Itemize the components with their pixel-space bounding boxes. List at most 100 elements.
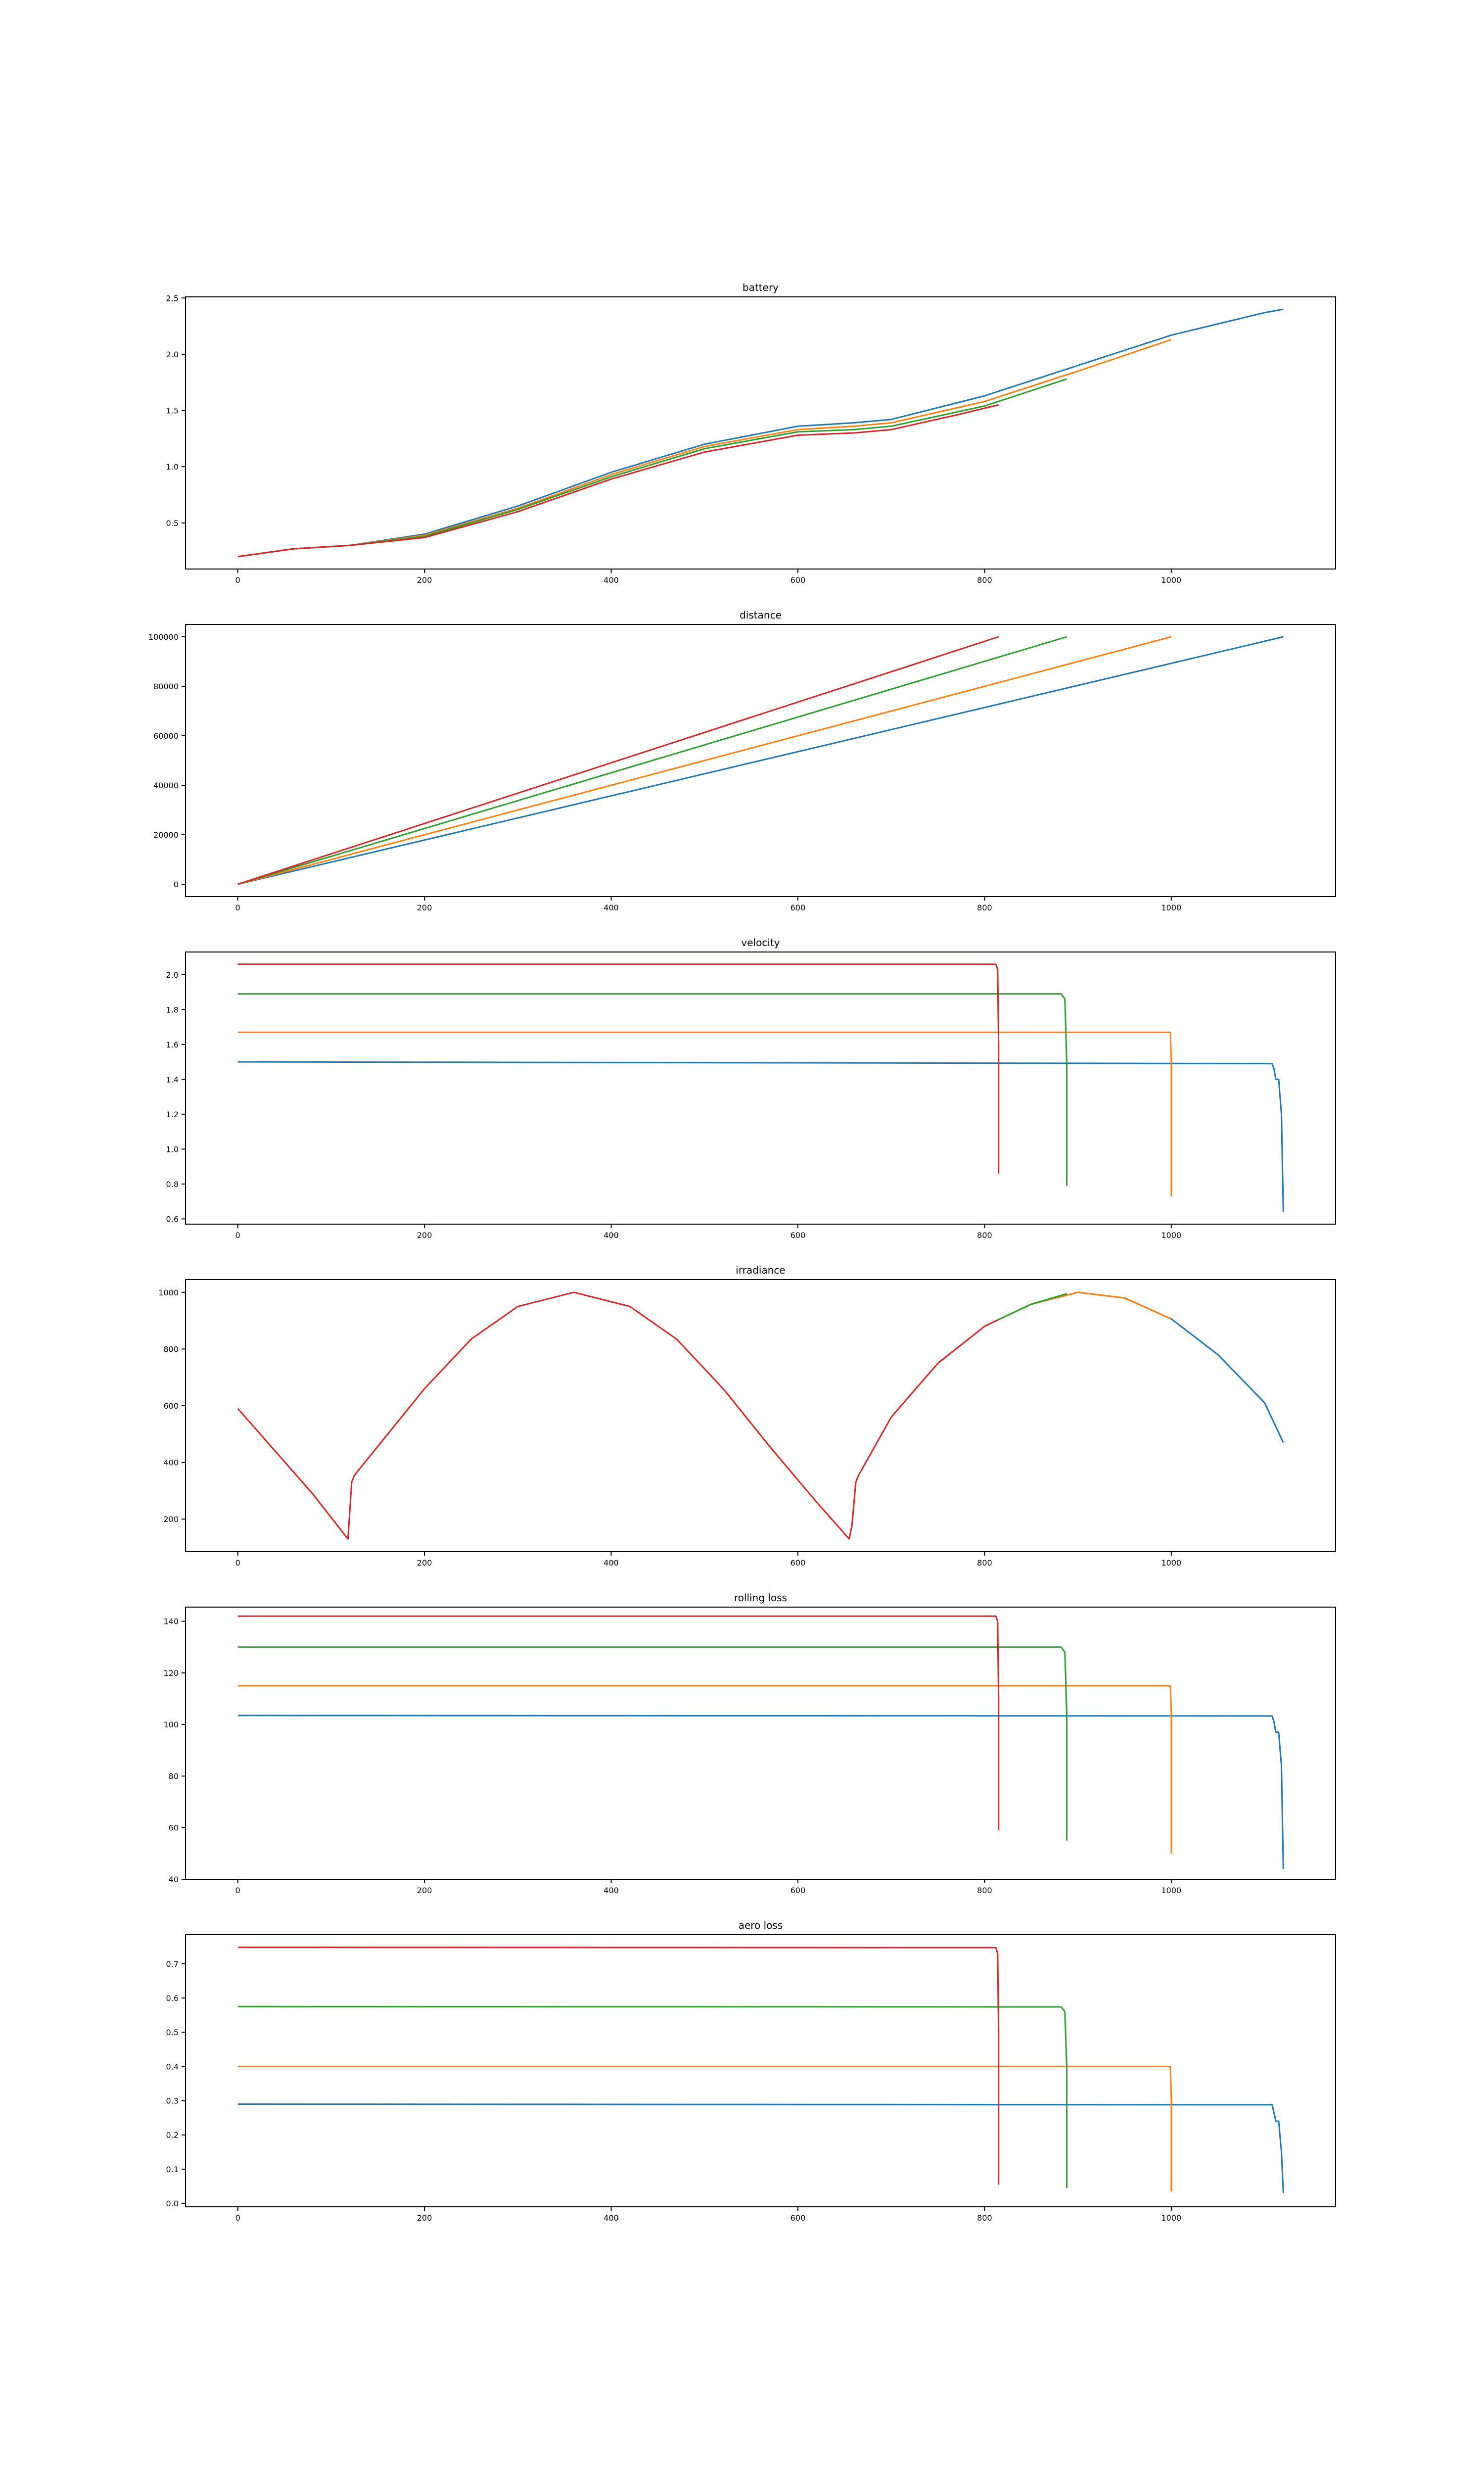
y-tick-label-rolling-loss-5: 140 (163, 1617, 179, 1626)
y-tick-label-aero-loss-1: 0.1 (166, 2165, 179, 2174)
series-line-aero-loss-0 (237, 2103, 1284, 2193)
x-tick-label-rolling-loss-0: 0 (235, 1886, 240, 1895)
series-group-distance (237, 636, 1284, 885)
x-tick-label-irradiance-5: 1000 (1161, 1558, 1181, 1568)
axes-frame-distance (185, 624, 1336, 897)
y-tick-label-distance-4: 80000 (153, 682, 179, 691)
subplot-irradiance: irradiance 0 200 400 600 800 1000 200 400 600 800 1… (158, 1264, 1336, 1568)
y-tick-label-irradiance-4: 1000 (158, 1288, 179, 1297)
subplot-velocity: velocity 0 200 400 600 800 1000 0.6 0.8 1.0 1.2 1.4… (166, 937, 1336, 1240)
y-tick-label-aero-loss-3: 0.3 (166, 2096, 179, 2106)
x-tick-label-velocity-2: 400 (603, 1231, 619, 1240)
y-tick-label-rolling-loss-4: 120 (163, 1668, 179, 1678)
y-tick-label-aero-loss-7: 0.7 (166, 1959, 179, 1969)
series-line-distance-2 (237, 636, 1067, 885)
subplot-rolling-loss: rolling loss 0 200 400 600 800 1000 40 60 80 100 12… (163, 1592, 1336, 1895)
series-group-rolling-loss (237, 1615, 1284, 1869)
y-tick-label-rolling-loss-0: 40 (169, 1875, 179, 1884)
x-tick-label-rolling-loss-2: 400 (603, 1886, 619, 1895)
x-tick-label-irradiance-0: 0 (235, 1558, 240, 1568)
x-tick-label-aero-loss-1: 200 (417, 2213, 432, 2223)
series-group-velocity (237, 963, 1284, 1212)
x-tick-label-aero-loss-5: 1000 (1161, 2213, 1181, 2223)
y-tick-label-rolling-loss-1: 60 (169, 1823, 179, 1833)
y-tick-label-velocity-6: 1.8 (166, 1005, 179, 1014)
x-tick-label-battery-3: 600 (790, 575, 806, 585)
y-tick-label-battery-4: 2.5 (166, 293, 179, 303)
series-line-velocity-2 (237, 993, 1067, 1186)
y-tick-label-distance-1: 20000 (153, 830, 179, 840)
series-line-aero-loss-2 (237, 2005, 1067, 2188)
series-line-velocity-3 (237, 963, 1000, 1174)
series-group-aero-loss (237, 1947, 1284, 2193)
x-tick-label-velocity-1: 200 (417, 1231, 432, 1240)
y-tick-label-battery-2: 1.5 (166, 406, 179, 416)
y-tick-label-aero-loss-0: 0.0 (166, 2199, 179, 2208)
y-tick-label-velocity-5: 1.6 (166, 1040, 179, 1049)
x-tick-label-velocity-4: 800 (977, 1231, 992, 1240)
x-tick-label-aero-loss-3: 600 (790, 2213, 806, 2223)
series-line-distance-3 (237, 636, 999, 885)
x-tick-label-irradiance-2: 400 (603, 1558, 619, 1568)
subplot-title-rolling-loss: rolling loss (734, 1592, 787, 1604)
x-tick-label-velocity-5: 1000 (1161, 1231, 1181, 1240)
y-tick-label-aero-loss-2: 0.2 (166, 2131, 179, 2140)
y-tick-label-distance-0: 0 (174, 880, 179, 889)
axes-frame-rolling-loss (185, 1607, 1336, 1880)
x-tick-label-rolling-loss-5: 1000 (1161, 1886, 1181, 1895)
subplot-title-irradiance: irradiance (736, 1264, 785, 1276)
axes-frame-velocity (185, 952, 1336, 1225)
y-tick-label-velocity-1: 0.8 (166, 1180, 179, 1189)
x-tick-label-battery-2: 400 (603, 575, 619, 585)
y-tick-label-velocity-2: 1.0 (166, 1144, 179, 1154)
series-line-rolling-loss-3 (237, 1615, 1000, 1830)
x-tick-label-battery-0: 0 (235, 575, 240, 585)
y-tick-label-distance-2: 40000 (153, 781, 179, 790)
x-tick-label-distance-2: 400 (603, 903, 619, 912)
x-tick-label-velocity-0: 0 (235, 1231, 240, 1240)
y-tick-label-velocity-4: 1.4 (166, 1075, 179, 1084)
subplot-title-velocity: velocity (741, 937, 780, 949)
y-tick-label-aero-loss-5: 0.5 (166, 2028, 179, 2037)
y-tick-label-rolling-loss-2: 80 (169, 1771, 179, 1781)
subplot-title-aero-loss: aero loss (739, 1919, 783, 1931)
subplot-title-distance: distance (740, 609, 782, 621)
series-line-battery-3 (237, 404, 999, 558)
y-tick-label-velocity-7: 2.0 (166, 970, 179, 980)
x-tick-label-irradiance-4: 800 (977, 1558, 992, 1568)
series-line-aero-loss-3 (237, 1947, 1000, 2185)
x-tick-label-battery-5: 1000 (1161, 575, 1181, 585)
x-tick-label-distance-5: 1000 (1161, 903, 1181, 912)
subplot-battery: battery 0 200 400 600 800 1000 0.5 1.0 1.5 2.0 2.5 (166, 282, 1336, 585)
subplot-aero-loss: aero loss 0 200 400 600 800 1000 0.0 0.1 0.2 0.3 0.… (166, 1919, 1336, 2223)
x-tick-label-aero-loss-0: 0 (235, 2213, 240, 2223)
y-tick-label-irradiance-0: 200 (163, 1515, 179, 1524)
x-tick-label-distance-0: 0 (235, 903, 240, 912)
series-line-irradiance-3 (237, 1291, 999, 1540)
x-tick-label-aero-loss-4: 800 (977, 2213, 992, 2223)
x-tick-label-distance-1: 200 (417, 903, 432, 912)
x-tick-label-distance-3: 600 (790, 903, 806, 912)
y-tick-label-rolling-loss-3: 100 (163, 1720, 179, 1729)
series-group-irradiance (237, 1291, 1284, 1540)
x-tick-label-rolling-loss-4: 800 (977, 1886, 992, 1895)
subplot-title-battery: battery (742, 282, 779, 293)
series-line-rolling-loss-0 (237, 1714, 1284, 1869)
y-tick-label-velocity-3: 1.2 (166, 1110, 179, 1119)
series-line-rolling-loss-1 (237, 1685, 1172, 1854)
x-tick-label-battery-1: 200 (417, 575, 432, 585)
x-tick-label-rolling-loss-3: 600 (790, 1886, 806, 1895)
axes-frame-battery (185, 296, 1336, 570)
series-line-distance-0 (237, 636, 1284, 885)
y-tick-label-aero-loss-4: 0.4 (166, 2062, 179, 2071)
series-line-irradiance-2 (998, 1293, 1067, 1321)
y-tick-label-irradiance-3: 800 (163, 1344, 179, 1354)
x-tick-label-rolling-loss-1: 200 (417, 1886, 432, 1895)
y-tick-label-irradiance-1: 400 (163, 1458, 179, 1468)
y-tick-label-velocity-0: 0.6 (166, 1214, 179, 1224)
y-tick-label-distance-5: 100000 (148, 632, 179, 642)
series-line-rolling-loss-2 (237, 1646, 1067, 1841)
